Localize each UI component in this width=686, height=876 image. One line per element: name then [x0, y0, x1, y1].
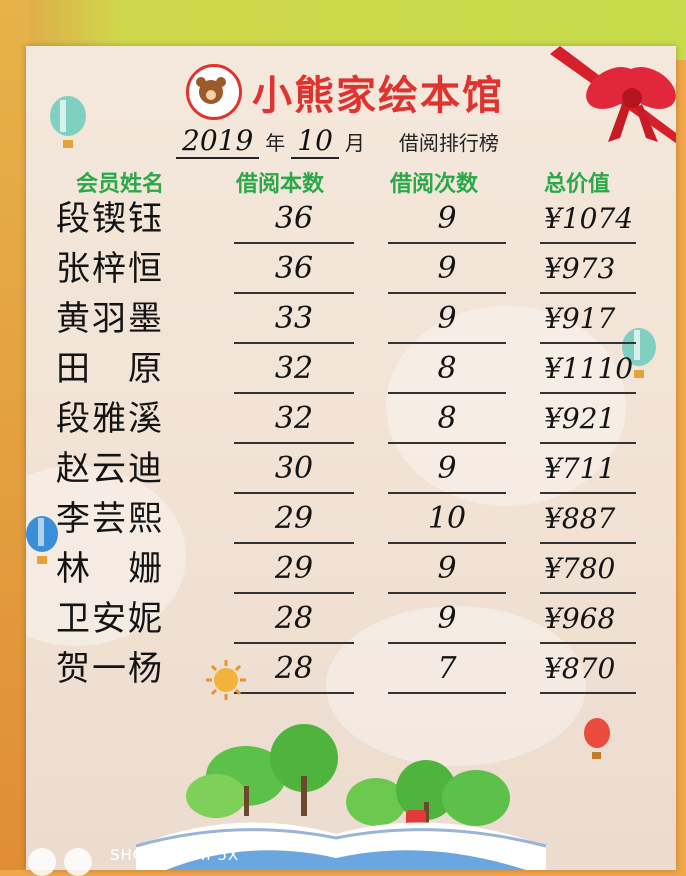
borrow-times: 8: [388, 396, 506, 444]
table-row: 林 姗 29 9 ¥780: [26, 546, 676, 596]
table-row: 张梓恒 36 9 ¥973: [26, 246, 676, 296]
books-count: 30: [234, 446, 354, 494]
total-value: ¥887: [540, 496, 636, 544]
total-value: ¥973: [540, 246, 636, 294]
borrow-times: 9: [388, 546, 506, 594]
table-row: 段雅溪 32 8 ¥921: [26, 396, 676, 446]
book-trees-illustration: [135, 724, 547, 870]
hot-air-balloon-icon: [26, 516, 58, 564]
hot-air-balloon-icon: [584, 718, 610, 759]
table-row: 贺一杨 28 7 ¥870: [26, 646, 676, 696]
column-header-books: 借阅本数: [236, 172, 325, 197]
table-row: 卫安妮 28 9 ¥968: [26, 596, 676, 646]
total-value: ¥870: [540, 646, 636, 694]
table-row: 赵云迪 30 9 ¥711: [26, 446, 676, 496]
total-value: ¥917: [540, 296, 636, 344]
member-name: 张梓恒: [56, 249, 164, 289]
member-name: 卫安妮: [56, 599, 164, 639]
total-value: ¥1110: [540, 346, 636, 394]
member-name: 林 姗: [56, 549, 164, 589]
bear-logo-icon: [186, 64, 242, 120]
books-count: 32: [234, 396, 354, 444]
member-name: 贺一杨: [56, 649, 164, 689]
borrow-times: 8: [388, 346, 506, 394]
books-count: 28: [234, 596, 354, 644]
ranking-poster: 小熊家绘本馆 2019 年 10 月 借阅排行榜 会员姓名 借阅本数 借阅次数 …: [26, 46, 676, 870]
borrow-times: 9: [388, 296, 506, 344]
total-value: ¥711: [540, 446, 636, 494]
books-count: 36: [234, 196, 354, 244]
member-name: 李芸熙: [56, 499, 164, 539]
borrow-times: 9: [388, 196, 506, 244]
sun-icon: [206, 660, 246, 700]
books-count: 32: [234, 346, 354, 394]
hot-air-balloon-icon: [50, 96, 86, 148]
ribbon-bow-icon: [550, 46, 676, 144]
table-row: 段锲钰 36 9 ¥1074: [26, 196, 676, 246]
ranking-title: 借阅排行榜: [398, 131, 499, 155]
brand-header: 小熊家绘本馆: [186, 64, 504, 120]
books-count: 29: [234, 546, 354, 594]
month-value: 10: [291, 124, 339, 159]
books-count: 28: [234, 646, 354, 694]
column-header-times: 借阅次数: [390, 172, 479, 197]
borrow-times: 9: [388, 596, 506, 644]
hot-air-balloon-icon: [622, 328, 656, 378]
camera-watermark: SHOT ON MI 5X: [110, 846, 240, 864]
borrow-times: 9: [388, 246, 506, 294]
borrow-times: 9: [388, 446, 506, 494]
camera-lens-icon: [28, 848, 56, 876]
column-header-name: 会员姓名: [76, 172, 165, 197]
brand-name: 小熊家绘本馆: [252, 73, 504, 119]
total-value: ¥780: [540, 546, 636, 594]
table-row: 李芸熙 29 10 ¥887: [26, 496, 676, 546]
year-value: 2019: [176, 124, 260, 159]
table-row: 田 原 32 8 ¥1110: [26, 346, 676, 396]
borrow-times: 10: [388, 496, 506, 544]
member-name: 田 原: [56, 349, 164, 389]
column-header-value: 总价值: [544, 172, 611, 197]
month-label: 月: [344, 131, 365, 155]
ranking-subtitle: 2019 年 10 月 借阅排行榜: [176, 124, 499, 164]
wall-left-edge: [0, 0, 30, 870]
table-row: 黄羽墨 33 9 ¥917: [26, 296, 676, 346]
member-name: 赵云迪: [56, 449, 164, 489]
borrow-times: 7: [388, 646, 506, 694]
member-name: 黄羽墨: [56, 299, 164, 339]
camera-lens-icon: [64, 848, 92, 876]
total-value: ¥1074: [540, 196, 636, 244]
member-name: 段雅溪: [56, 399, 164, 439]
year-label: 年: [265, 131, 286, 155]
total-value: ¥968: [540, 596, 636, 644]
background-cloud: [326, 606, 586, 766]
member-name: 段锲钰: [56, 199, 164, 239]
books-count: 36: [234, 246, 354, 294]
background-cloud: [386, 306, 626, 506]
total-value: ¥921: [540, 396, 636, 444]
books-count: 33: [234, 296, 354, 344]
books-count: 29: [234, 496, 354, 544]
